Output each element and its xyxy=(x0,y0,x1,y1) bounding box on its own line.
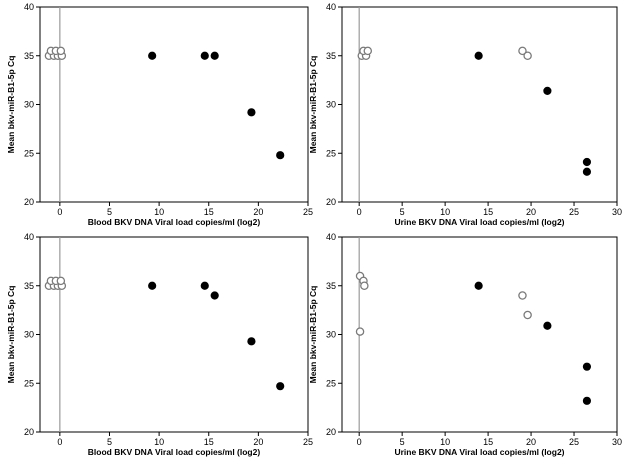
y-axis-label: Mean bkv-miR-B1-5p Cq xyxy=(308,286,318,384)
scatter-panel: 0 5 10 15 20 25 20 25 30 35 40 Blood BKV DNA Viral … xyxy=(6,2,313,227)
x-tick-label: 20 xyxy=(526,207,536,217)
x-tick-label: 0 xyxy=(57,207,62,217)
x-tick-label: 10 xyxy=(154,437,164,447)
x-tick-label: 20 xyxy=(253,437,263,447)
filled-data-point xyxy=(200,281,209,290)
y-tick-label: 25 xyxy=(24,148,34,158)
filled-data-point xyxy=(582,167,592,176)
y-tick-label: 40 xyxy=(24,2,34,12)
x-tick-label: 5 xyxy=(400,207,405,217)
y-tick-label: 40 xyxy=(326,232,336,242)
y-tick-label: 20 xyxy=(24,197,34,207)
open-data-point xyxy=(518,46,527,56)
y-tick-label: 25 xyxy=(24,378,34,388)
y-tick-label: 35 xyxy=(326,51,336,61)
scatter-panel: 0 5 10 15 20 25 30 20 25 30 35 40 Urine BKV DNA Vira… xyxy=(308,2,622,227)
filled-data-point xyxy=(276,151,285,160)
x-tick-label: 5 xyxy=(107,207,112,217)
y-tick-label: 20 xyxy=(24,427,34,437)
x-tick-label: 25 xyxy=(569,437,579,447)
y-axis-label: Mean bkv-miR-B1-5p Cq xyxy=(6,286,16,384)
x-tick-label: 15 xyxy=(483,207,493,217)
plot-frame xyxy=(39,6,309,203)
x-tick-label: 10 xyxy=(440,207,450,217)
x-tick-label: 20 xyxy=(526,437,536,447)
x-tick-label: 10 xyxy=(440,437,450,447)
x-tick-label: 0 xyxy=(357,207,362,217)
y-tick-label: 40 xyxy=(326,2,336,12)
plot-frame xyxy=(341,6,618,203)
open-data-point xyxy=(523,310,532,320)
filled-data-point xyxy=(247,108,256,117)
x-tick-label: 25 xyxy=(303,207,313,217)
y-tick-label: 25 xyxy=(326,378,336,388)
y-tick-label: 35 xyxy=(24,281,34,291)
y-axis-label: Mean bkv-miR-B1-5p Cq xyxy=(308,56,318,154)
x-tick-label: 15 xyxy=(204,437,214,447)
x-axis-label: Blood BKV DNA Viral load copies/ml (log2… xyxy=(88,447,261,457)
filled-data-point xyxy=(210,291,219,300)
open-data-point xyxy=(523,51,532,61)
x-tick-label: 0 xyxy=(357,437,362,447)
x-tick-label: 0 xyxy=(57,437,62,447)
y-tick-label: 30 xyxy=(24,100,34,110)
y-tick-label: 40 xyxy=(24,232,34,242)
y-tick-label: 25 xyxy=(326,148,336,158)
open-data-point xyxy=(56,276,66,286)
filled-data-point xyxy=(474,51,483,60)
y-tick-label: 30 xyxy=(24,330,34,340)
x-tick-label: 10 xyxy=(154,207,164,217)
open-data-point xyxy=(518,291,527,300)
y-tick-label: 35 xyxy=(24,51,34,61)
x-tick-label: 15 xyxy=(483,437,493,447)
x-tick-label: 5 xyxy=(107,437,112,447)
x-axis-label: Blood BKV DNA Viral load copies/ml (log2… xyxy=(88,217,261,227)
filled-data-point xyxy=(148,281,157,290)
filled-data-point xyxy=(200,51,209,60)
x-tick-label: 25 xyxy=(569,207,579,217)
scatter-panel: 0 5 10 15 20 25 30 20 25 30 35 40 Urine BKV DNA Vira… xyxy=(308,232,622,457)
y-axis-label: Mean bkv-miR-B1-5p Cq xyxy=(6,56,16,154)
open-data-point xyxy=(360,281,369,290)
y-tick-label: 35 xyxy=(326,281,336,291)
filled-data-point xyxy=(247,337,256,346)
x-tick-label: 5 xyxy=(400,437,405,447)
plot-frame xyxy=(341,236,618,433)
filled-data-point xyxy=(210,51,219,60)
x-axis-label: Urine BKV DNA Viral load copies/ml (log2… xyxy=(394,447,564,457)
open-data-point xyxy=(355,327,365,336)
filled-data-point xyxy=(582,396,592,405)
y-tick-label: 30 xyxy=(326,100,336,110)
filled-data-point xyxy=(148,51,157,60)
x-tick-label: 30 xyxy=(612,207,622,217)
open-data-point xyxy=(56,46,66,56)
y-tick-label: 20 xyxy=(326,197,336,207)
y-tick-label: 20 xyxy=(326,427,336,437)
y-tick-label: 30 xyxy=(326,330,336,340)
x-tick-label: 30 xyxy=(612,437,622,447)
plot-frame xyxy=(39,236,309,433)
x-axis-label: Urine BKV DNA Viral load copies/ml (log2… xyxy=(394,217,564,227)
x-tick-label: 20 xyxy=(253,207,263,217)
filled-data-point xyxy=(276,382,285,391)
scatter-panel: 0 5 10 15 20 25 20 25 30 35 40 Blood BKV DNA Viral … xyxy=(6,232,313,457)
x-tick-label: 25 xyxy=(303,437,313,447)
filled-data-point xyxy=(543,86,552,95)
filled-data-point xyxy=(474,281,483,290)
x-tick-label: 15 xyxy=(204,207,214,217)
filled-data-point xyxy=(543,321,552,330)
open-data-point xyxy=(363,46,373,56)
filled-data-point xyxy=(582,362,592,371)
filled-data-point xyxy=(582,157,592,167)
